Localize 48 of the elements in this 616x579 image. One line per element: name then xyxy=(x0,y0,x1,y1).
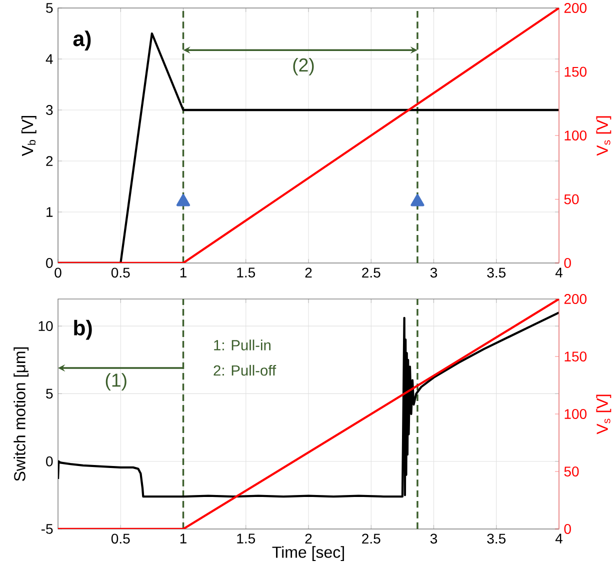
x-tick-label: 2.5 xyxy=(362,268,380,278)
y2-tick-label: 0 xyxy=(564,258,571,268)
y-tick-label: 1 xyxy=(46,207,53,217)
x-tick-label: 1 xyxy=(180,268,186,278)
x-tick-label: 3.5 xyxy=(487,268,506,278)
y2-tick-label: 0 xyxy=(564,524,571,534)
y2-tick-label: 100 xyxy=(564,130,587,140)
annotation: 2: Pull-off xyxy=(214,364,276,376)
x-tick-label: 1.5 xyxy=(237,534,256,544)
y2-axis-title: V$_{s}$ [V] xyxy=(596,116,612,156)
x-tick-label: 0.5 xyxy=(111,534,130,544)
y-tick-label: 5 xyxy=(46,3,53,13)
annotation: (2) xyxy=(293,58,314,76)
y2-tick-label: 50 xyxy=(564,194,579,204)
annotation: 1: Pull-in xyxy=(214,340,270,350)
x-tick-label: 3.5 xyxy=(487,534,506,544)
y-tick-label: 3 xyxy=(46,105,53,115)
y-tick-label: 4 xyxy=(46,54,53,64)
annotation: a) xyxy=(73,30,91,50)
y2-axis-title: V$_{s}$ [V] xyxy=(596,394,612,434)
x-tick-label: 4 xyxy=(555,268,562,278)
x-tick-label: 1 xyxy=(180,534,186,544)
y2-tick-label: 100 xyxy=(564,409,587,419)
y-tick-label: 10 xyxy=(38,321,53,332)
x-tick-label: 2 xyxy=(305,268,312,278)
y-tick-label: 0 xyxy=(46,456,53,466)
y-tick-label: -5 xyxy=(41,524,53,534)
annotation: (1) xyxy=(106,373,126,390)
y-axis-title: Switch motion [μm] xyxy=(14,347,29,482)
y-tick-label: 0 xyxy=(46,258,53,268)
x-tick-label: 2.5 xyxy=(362,534,380,544)
annotation: b) xyxy=(74,320,92,340)
x-tick-label: 3 xyxy=(430,268,438,278)
x-tick-label: 4 xyxy=(555,534,562,544)
y2-tick-label: 200 xyxy=(564,3,587,13)
y2-tick-label: 50 xyxy=(564,466,579,476)
x-tick-label: 1.5 xyxy=(237,268,256,278)
x-tick-label: 3 xyxy=(430,534,438,544)
x-tick-label: 0.5 xyxy=(111,268,130,278)
y-axis-title: V$_{b}$ [V] xyxy=(21,116,36,156)
x-axis-title: Time [sec] xyxy=(272,546,344,562)
y2-tick-label: 150 xyxy=(564,352,587,362)
y-tick-label: 2 xyxy=(46,156,53,166)
y-tick-label: 5 xyxy=(46,388,53,399)
y2-tick-label: 150 xyxy=(564,66,587,77)
x-tick-label: 0 xyxy=(54,268,62,278)
y2-tick-label: 200 xyxy=(564,294,587,304)
x-tick-label: 2 xyxy=(305,534,312,544)
